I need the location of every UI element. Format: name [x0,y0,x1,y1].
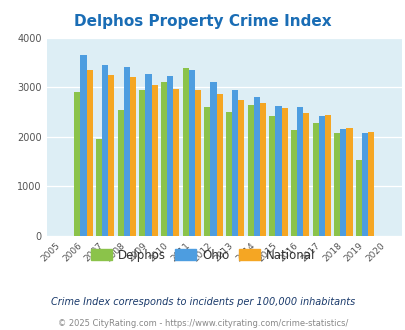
Bar [345,128,352,236]
Bar [151,85,157,236]
Bar [281,108,287,236]
Bar [303,113,309,236]
Text: © 2025 CityRating.com - https://www.cityrating.com/crime-statistics/: © 2025 CityRating.com - https://www.city… [58,319,347,328]
Bar [130,77,136,236]
Bar [167,76,173,236]
Bar [145,74,151,236]
Bar [117,110,124,236]
Text: Delphos Property Crime Index: Delphos Property Crime Index [74,14,331,29]
Bar [339,128,345,236]
Bar [216,94,222,236]
Legend: Delphos, Ohio, National: Delphos, Ohio, National [85,244,320,266]
Bar [96,139,102,236]
Bar [367,132,373,236]
Bar [269,116,275,236]
Bar [290,129,296,236]
Bar [188,70,194,236]
Bar [232,90,238,236]
Bar [253,97,259,236]
Bar [139,90,145,236]
Bar [312,123,318,236]
Bar [334,133,339,236]
Bar [296,107,303,236]
Bar [259,103,265,236]
Bar [318,115,324,236]
Bar [173,89,179,236]
Bar [247,105,253,236]
Bar [161,82,167,236]
Bar [355,160,361,236]
Bar [194,90,200,236]
Bar [124,67,130,236]
Bar [182,68,188,236]
Bar [324,115,330,236]
Bar [275,106,281,236]
Bar [204,107,210,236]
Bar [361,133,367,236]
Bar [210,82,216,236]
Bar [86,70,92,236]
Text: Crime Index corresponds to incidents per 100,000 inhabitants: Crime Index corresponds to incidents per… [51,297,354,307]
Bar [74,92,80,236]
Bar [108,75,114,236]
Bar [102,65,108,236]
Bar [238,100,244,236]
Bar [226,112,232,236]
Bar [80,55,86,236]
